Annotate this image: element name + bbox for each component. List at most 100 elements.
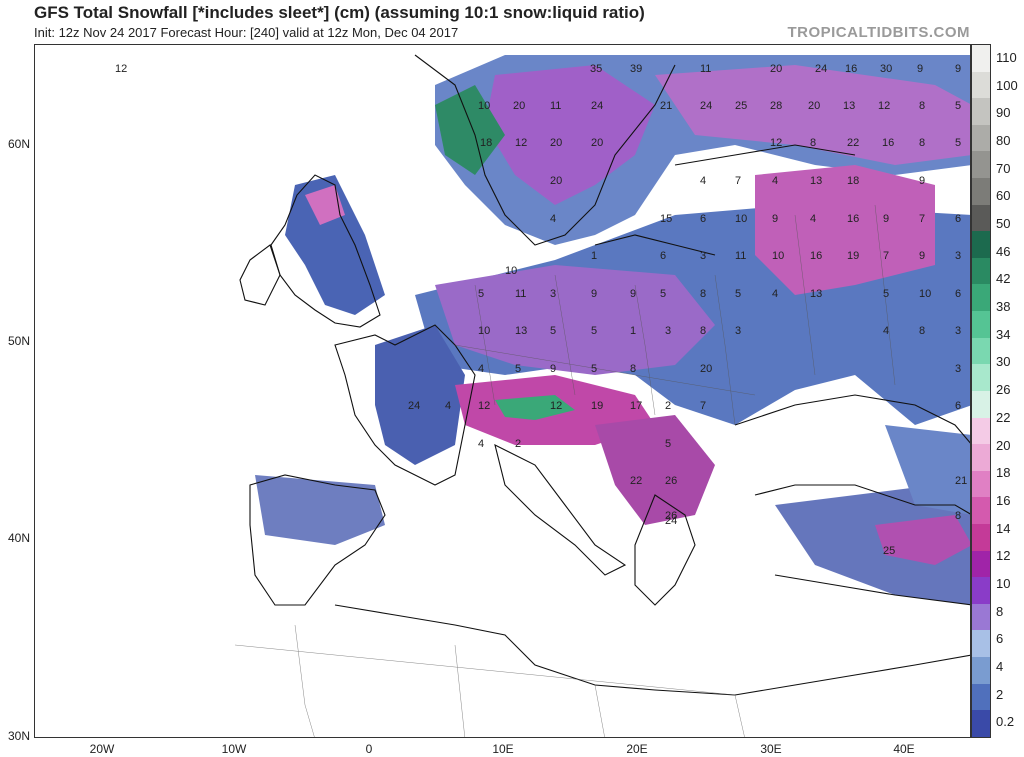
snowfall-value: 10 — [478, 100, 491, 112]
snowfall-value: 16 — [847, 213, 860, 225]
lon-label-40e: 40E — [893, 742, 915, 756]
colorbar-label: 70 — [996, 160, 1011, 176]
snow-heavy-norway — [435, 85, 505, 175]
colorbar-label: 2 — [996, 686, 1004, 702]
header: GFS Total Snowfall [*includes sleet*] (c… — [0, 0, 1024, 44]
snowfall-value: 4 — [772, 288, 779, 300]
snowfall-value: 24 — [700, 100, 713, 112]
snow-heavy-scotland — [305, 185, 345, 225]
colorbar-segment — [972, 231, 990, 258]
snowfall-value: 20 — [550, 137, 563, 149]
colorbar-segment — [972, 204, 990, 232]
snowfall-value: 17 — [630, 400, 643, 412]
snowfall-value: 25 — [883, 545, 896, 557]
colorbar-label: 50 — [996, 216, 1011, 232]
colorbar-segment — [972, 71, 990, 99]
snowfall-value: 9 — [883, 213, 890, 225]
colorbar-segment — [972, 683, 990, 711]
colorbar-segment — [972, 284, 990, 312]
snowfall-value: 2 — [665, 400, 672, 412]
lon-label-10e: 10E — [492, 742, 514, 756]
snow-heavy-russia — [755, 165, 935, 295]
snowfall-value: 20 — [700, 363, 713, 375]
snowfall-value: 10 — [478, 325, 491, 337]
snowfall-value: 20 — [770, 63, 783, 75]
snowfall-value: 4 — [772, 175, 779, 187]
colorbar-segment — [972, 577, 990, 604]
colorbar-label: 60 — [996, 188, 1011, 204]
colorbar-segment — [972, 603, 990, 631]
lon-label-30e: 30E — [760, 742, 782, 756]
colorbar-label: 22 — [996, 409, 1011, 425]
snow-area-turkey — [775, 485, 970, 605]
snow-heavy-scandinavia — [485, 65, 655, 205]
map-subtitle: Init: 12z Nov 24 2017 Forecast Hour: [24… — [34, 25, 459, 40]
snowfall-value: 10 — [919, 288, 932, 300]
snowfall-value: 11 — [550, 100, 562, 112]
snowfall-value: 9 — [919, 175, 926, 187]
snowfall-value: 24 — [815, 63, 828, 75]
colorbar-label: 34 — [996, 326, 1011, 342]
snowfall-value: 5 — [515, 363, 522, 375]
snowfall-value: 5 — [955, 100, 962, 112]
snowfall-value: 39 — [630, 63, 643, 75]
snowfall-value: 3 — [955, 250, 962, 262]
snowfall-value: 5 — [955, 137, 962, 149]
lat-label-50n: 50N — [7, 334, 30, 348]
snowfall-value: 18 — [847, 175, 860, 187]
snowfall-value: 11 — [735, 250, 747, 262]
colorbar-label: 90 — [996, 105, 1011, 121]
map-title: GFS Total Snowfall [*includes sleet*] (c… — [34, 3, 645, 22]
snowfall-value: 12 — [478, 400, 491, 412]
snowfall-value: 25 — [735, 100, 748, 112]
snowfall-value: 9 — [550, 363, 557, 375]
snowfall-value: 6 — [955, 213, 962, 225]
colorbar-segment — [972, 523, 990, 551]
colorbar-segment — [972, 417, 990, 445]
snowfall-value: 3 — [550, 288, 557, 300]
snowfall-value: 7 — [735, 175, 742, 187]
snowfall-value: 5 — [478, 288, 485, 300]
snowfall-value: 6 — [955, 400, 962, 412]
snowfall-value: 10 — [735, 213, 748, 225]
snowfall-value: 10 — [505, 265, 518, 277]
snowfall-value: 8 — [700, 325, 707, 337]
colorbar-segment — [972, 45, 990, 72]
snowfall-value: 10 — [772, 250, 785, 262]
snowfall-value: 30 — [880, 63, 893, 75]
snowfall-value: 8 — [919, 100, 926, 112]
snowfall-value: 5 — [665, 438, 672, 450]
snowfall-value: 12 — [770, 137, 783, 149]
colorbar-segment — [972, 151, 990, 179]
snowfall-value: 19 — [847, 250, 860, 262]
snowfall-value: 26 — [665, 475, 678, 487]
snowfall-value: 16 — [845, 63, 858, 75]
colorbar-segment — [972, 178, 990, 205]
snowfall-value: 5 — [735, 288, 742, 300]
snowfall-value: 20 — [550, 175, 563, 187]
snowfall-value: 13 — [843, 100, 856, 112]
coastlines — [239, 54, 970, 696]
colorbar-segment — [972, 390, 990, 418]
snowfall-value: 4 — [883, 325, 890, 337]
snow-area-spain — [255, 475, 385, 545]
colorbar-label: 100 — [996, 77, 1018, 93]
snowfall-value: 13 — [810, 288, 823, 300]
snowfall-value: 26 — [665, 510, 678, 522]
colorbar-label: 10 — [996, 575, 1011, 591]
lat-label-60n: 60N — [7, 137, 30, 151]
colorbar-label: 6 — [996, 631, 1004, 647]
snowfall-value: 19 — [591, 400, 604, 412]
lat-label-30n: 30N — [7, 729, 30, 743]
snow-heavy-balkans — [595, 415, 715, 525]
snowfall-value: 1 — [630, 325, 637, 337]
colorbar-label: 46 — [996, 243, 1011, 259]
snowfall-value: 24 — [408, 400, 421, 412]
snowfall-value: 3 — [955, 363, 962, 375]
snowfall-value: 20 — [591, 137, 604, 149]
snowfall-value: 5 — [591, 363, 598, 375]
snow-heavy-alps-green — [495, 395, 575, 420]
colorbar-label: 30 — [996, 354, 1011, 370]
snowfall-value: 13 — [810, 175, 823, 187]
snowfall-value: 12 — [515, 137, 528, 149]
